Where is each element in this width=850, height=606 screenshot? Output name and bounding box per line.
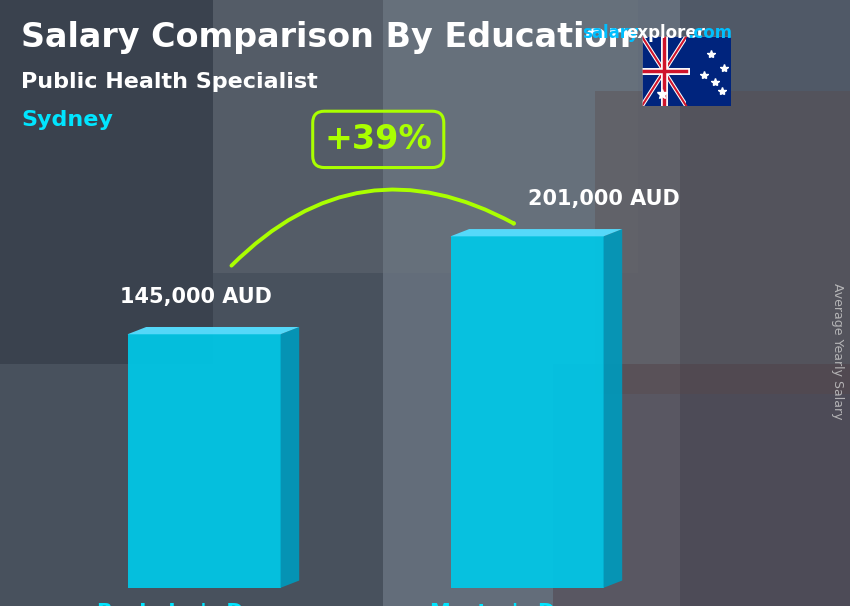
Polygon shape: [128, 327, 299, 335]
Text: salary: salary: [582, 24, 639, 42]
Text: .com: .com: [687, 24, 732, 42]
Bar: [686, 36, 731, 106]
Polygon shape: [450, 229, 622, 236]
Text: explorer: explorer: [626, 24, 706, 42]
Text: Master's Degree: Master's Degree: [430, 603, 624, 606]
Text: Average Yearly Salary: Average Yearly Salary: [830, 283, 844, 420]
Bar: [0, 0, 382, 606]
Bar: [212, 0, 638, 273]
Text: Public Health Specialist: Public Health Specialist: [21, 72, 318, 92]
Bar: [552, 364, 850, 606]
Polygon shape: [128, 335, 280, 588]
Polygon shape: [280, 327, 299, 588]
Bar: [680, 0, 850, 606]
Text: Bachelor's Degree: Bachelor's Degree: [97, 603, 311, 606]
Text: 145,000 AUD: 145,000 AUD: [120, 287, 271, 307]
Text: Salary Comparison By Education: Salary Comparison By Education: [21, 21, 632, 54]
FancyArrowPatch shape: [231, 190, 514, 265]
Bar: [595, 91, 850, 394]
Polygon shape: [604, 229, 622, 588]
Bar: [0, 0, 212, 364]
Bar: [382, 0, 680, 606]
Polygon shape: [450, 236, 604, 588]
Text: 201,000 AUD: 201,000 AUD: [528, 189, 679, 209]
Text: +39%: +39%: [325, 123, 432, 156]
Text: Sydney: Sydney: [21, 110, 113, 130]
